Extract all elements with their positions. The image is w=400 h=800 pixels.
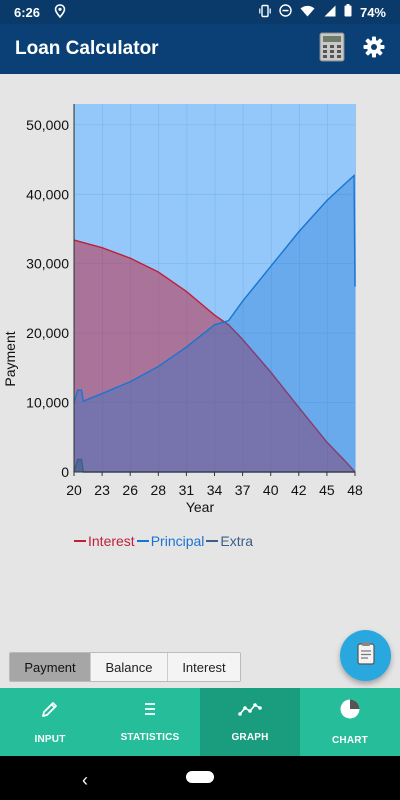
nav-statistics-label: STATISTICS (120, 732, 180, 743)
bottom-navigation: INPUT STATISTICS GRAPH CHART (0, 688, 400, 756)
series-line-interest (73, 239, 356, 473)
payment-graph: 0 10,000 20,000 30,000 40,000 50,000 20 23 26 28 3… (0, 74, 400, 594)
x-tick-label: 26 (122, 482, 138, 498)
y-tick-label: 40,000 (26, 186, 69, 202)
status-bar: 6:26 74% (0, 0, 400, 24)
app-bar: Loan Calculator (0, 24, 400, 74)
list-icon (141, 701, 159, 722)
nav-statistics[interactable]: STATISTICS (100, 688, 200, 756)
back-icon[interactable]: ‹ (82, 770, 88, 790)
legend-label-extra: Extra (220, 533, 254, 549)
x-tick-label: 28 (151, 482, 167, 498)
chart-legend: Interest Principal Extra (74, 533, 253, 549)
nav-chart-label: CHART (332, 735, 368, 746)
clipboard-fab[interactable] (340, 630, 391, 681)
pencil-icon (40, 699, 60, 724)
graph-type-toggle: Payment Balance Interest (9, 652, 241, 682)
legend-item-principal: Principal (136, 533, 205, 549)
x-tick-label: 20 (66, 482, 82, 498)
y-tick-label: 50,000 (26, 117, 69, 133)
signal-icon (323, 5, 336, 20)
legend-swatch-extra (206, 540, 219, 542)
home-pill[interactable] (186, 771, 214, 783)
x-tick-label: 48 (347, 482, 363, 498)
line-graph-icon (238, 701, 262, 722)
pie-chart-icon (339, 698, 361, 725)
nav-input-label: INPUT (34, 734, 66, 745)
status-time: 6:26 (14, 4, 41, 20)
y-tick-label: 20,000 (26, 325, 69, 341)
x-tick-label: 34 (207, 482, 223, 498)
x-axis-label: Year (186, 499, 215, 515)
toggle-balance[interactable]: Balance (91, 653, 168, 681)
x-tick-label: 23 (94, 482, 110, 498)
legend-label-principal: Principal (150, 533, 205, 549)
series-area-interest (74, 240, 355, 472)
battery-percent: 74% (359, 4, 386, 20)
x-tick-label: 37 (235, 482, 251, 498)
location-icon (54, 3, 66, 21)
legend-item-interest: Interest (74, 533, 135, 549)
toggle-interest[interactable]: Interest (168, 653, 240, 681)
calculator-icon[interactable] (319, 32, 345, 67)
x-tick-label: 31 (179, 482, 195, 498)
x-tick-label: 40 (263, 482, 279, 498)
legend-swatch-principal (136, 540, 149, 542)
wifi-icon (300, 5, 315, 20)
nav-input[interactable]: INPUT (0, 688, 100, 756)
nav-chart[interactable]: CHART (300, 688, 400, 756)
settings-icon[interactable] (363, 36, 385, 63)
battery-icon (344, 4, 352, 20)
y-axis-label: Payment (2, 331, 18, 386)
chart-svg: 0 10,000 20,000 30,000 40,000 50,000 20 23 26 28 3… (2, 104, 363, 515)
y-tick-label: 30,000 (26, 256, 69, 272)
nav-graph-label: GRAPH (231, 732, 269, 743)
system-navigation-bar: ‹ (0, 756, 400, 800)
toggle-payment[interactable]: Payment (10, 653, 91, 681)
x-tick-label: 45 (319, 482, 335, 498)
y-tick-label: 10,000 (26, 395, 69, 411)
vibrate-icon (259, 4, 271, 21)
series-line-principal (73, 173, 356, 403)
nav-graph[interactable]: GRAPH (200, 688, 300, 756)
app-title: Loan Calculator (15, 38, 159, 59)
legend-swatch-interest (74, 540, 86, 542)
legend-label-interest: Interest (88, 533, 135, 549)
x-tick-label: 42 (291, 482, 307, 498)
y-tick-label: 0 (61, 464, 69, 480)
dnd-icon (279, 4, 292, 20)
clipboard-icon (356, 641, 376, 670)
legend-item-extra: Extra (206, 533, 253, 549)
